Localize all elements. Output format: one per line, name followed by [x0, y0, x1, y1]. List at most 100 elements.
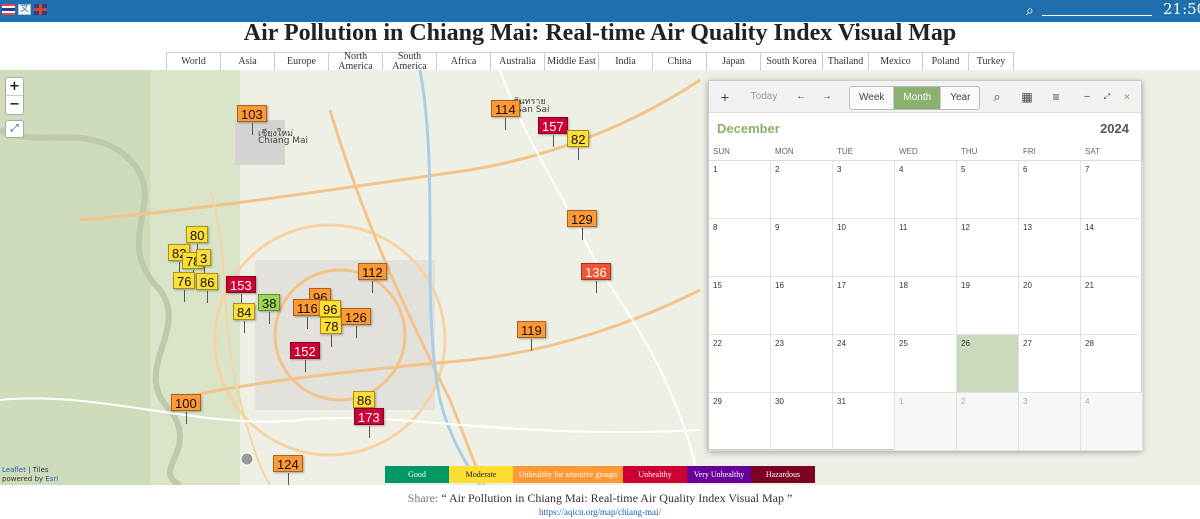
aqi-marker[interactable]: 78	[320, 317, 343, 347]
region-link-mexico[interactable]: Mexico	[868, 53, 922, 71]
search-icon[interactable]: ⌕	[1026, 3, 1034, 19]
today-button[interactable]: Today	[750, 91, 778, 102]
aqi-marker[interactable]: 157	[538, 117, 568, 147]
day-cell[interactable]: 23	[771, 335, 833, 392]
region-link-japan[interactable]: Japan	[706, 53, 760, 71]
view-month-button[interactable]: Month	[893, 87, 941, 109]
region-link-europe[interactable]: Europe	[274, 53, 328, 71]
prev-arrow-icon[interactable]: ←	[796, 91, 806, 102]
region-link-thailand[interactable]: Thailand	[822, 53, 868, 71]
region-link-poland[interactable]: Poland	[922, 53, 968, 71]
day-cell[interactable]: 9	[771, 219, 833, 276]
day-cell[interactable]: 30	[771, 393, 833, 450]
aqi-marker[interactable]: 129	[567, 210, 597, 240]
aqi-marker[interactable]: 173	[354, 408, 384, 438]
aqi-marker[interactable]: 126	[341, 308, 371, 338]
day-cell[interactable]: 27	[1019, 335, 1081, 392]
day-cell[interactable]: 20	[1019, 277, 1081, 334]
day-cell[interactable]: 29	[709, 393, 771, 450]
aqi-marker[interactable]: 124	[273, 455, 303, 485]
aqi-marker[interactable]: 112	[358, 263, 387, 293]
day-cell[interactable]: 4	[895, 161, 957, 218]
close-icon[interactable]: ✕	[1123, 92, 1131, 102]
search-icon[interactable]: ⌕	[993, 89, 1001, 104]
uk-flag-icon[interactable]	[34, 4, 47, 15]
aqi-marker[interactable]: 116	[293, 299, 322, 329]
share-text: “ Air Pollution in Chiang Mai: Real-time…	[441, 491, 793, 505]
day-cell[interactable]: 17	[833, 277, 895, 334]
day-cell[interactable]: 12	[957, 219, 1019, 276]
region-link-south-korea[interactable]: South Korea	[760, 53, 822, 71]
day-cell[interactable]: 18	[895, 277, 957, 334]
region-link-africa[interactable]: Africa	[436, 53, 490, 71]
day-cell[interactable]: 10	[833, 219, 895, 276]
aqi-marker[interactable]: 76	[173, 272, 196, 302]
region-link-south-america[interactable]: South America	[382, 52, 436, 72]
region-link-australia[interactable]: Australia	[490, 53, 544, 71]
aqi-marker[interactable]: 119	[517, 321, 546, 351]
day-cell[interactable]: 28	[1081, 335, 1143, 392]
esri-link[interactable]: Esri	[45, 475, 59, 483]
day-cell[interactable]: 31	[833, 393, 895, 450]
fullscreen-icon[interactable]: ⤢	[5, 120, 24, 138]
region-link-asia[interactable]: Asia	[220, 53, 274, 71]
day-cell[interactable]: 2	[771, 161, 833, 218]
day-cell[interactable]: 25	[895, 335, 957, 392]
day-cell[interactable]: 6	[1019, 161, 1081, 218]
day-cell-today[interactable]: 26	[957, 335, 1019, 392]
aqi-marker[interactable]: 100	[171, 394, 201, 424]
day-cell[interactable]: 22	[709, 335, 771, 392]
day-cell[interactable]: 8	[709, 219, 771, 276]
zoom-in-button[interactable]: +	[6, 78, 23, 96]
day-cell[interactable]: 21	[1081, 277, 1143, 334]
aqi-marker[interactable]: 3	[196, 249, 212, 279]
aqi-marker[interactable]: 38	[258, 294, 281, 324]
aqi-marker[interactable]: 96	[319, 300, 342, 330]
view-week-button[interactable]: Week	[850, 87, 894, 109]
aqi-marker[interactable]: 86	[196, 273, 219, 303]
region-link-china[interactable]: China	[652, 53, 706, 71]
day-cell[interactable]: 19	[957, 277, 1019, 334]
day-cell[interactable]: 11	[895, 219, 957, 276]
calendar-list-icon[interactable]: ▦	[1021, 90, 1033, 104]
day-cell[interactable]: 7	[1081, 161, 1143, 218]
region-link-middle-east[interactable]: Middle East	[544, 53, 598, 71]
day-cell[interactable]: 16	[771, 277, 833, 334]
day-cell[interactable]: 14	[1081, 219, 1143, 276]
search-input[interactable]	[1042, 15, 1152, 16]
next-arrow-icon[interactable]: →	[822, 91, 832, 102]
day-cell-next-month[interactable]: 3	[1019, 393, 1081, 450]
share-url-link[interactable]: https://aqicn.org/map/chiang-mai/	[538, 507, 662, 517]
thai-flag-icon[interactable]	[2, 4, 15, 15]
minimize-icon[interactable]: –	[1084, 91, 1090, 102]
aqi-marker[interactable]: 114	[491, 100, 520, 130]
day-cell-next-month[interactable]: 1	[895, 393, 957, 450]
region-link-north-america[interactable]: North America	[328, 52, 382, 72]
day-cell[interactable]: 24	[833, 335, 895, 392]
leaflet-link[interactable]: Leaflet	[2, 466, 26, 474]
view-year-button[interactable]: Year	[940, 87, 980, 109]
region-link-world[interactable]: World	[166, 53, 220, 71]
day-cell[interactable]: 1	[709, 161, 771, 218]
day-cell[interactable]: 5	[957, 161, 1019, 218]
aqi-marker[interactable]: 80	[186, 226, 209, 256]
translate-icon[interactable]: 文	[18, 4, 31, 15]
region-link-india[interactable]: India	[598, 53, 652, 71]
aqi-marker[interactable]: 103	[237, 105, 267, 135]
menu-icon[interactable]: ≡	[1052, 90, 1060, 104]
day-cell-next-month[interactable]: 4	[1081, 393, 1143, 450]
aqi-marker[interactable]: 84	[233, 303, 256, 333]
aqi-marker[interactable]: 136	[581, 263, 611, 293]
region-link-turkey[interactable]: Turkey	[968, 53, 1014, 71]
aqi-marker[interactable]: 82	[567, 130, 590, 160]
day-cell[interactable]: 15	[709, 277, 771, 334]
add-event-button[interactable]: +	[720, 89, 730, 105]
aqi-marker[interactable]: 153	[226, 276, 256, 306]
aqi-marker[interactable]: 152	[290, 342, 320, 372]
day-cell-next-month[interactable]: 2	[957, 393, 1019, 450]
day-cell[interactable]: 13	[1019, 219, 1081, 276]
zoom-out-button[interactable]: −	[9, 97, 20, 112]
maximize-icon[interactable]: ⤢	[1103, 92, 1111, 101]
day-cell[interactable]: 3	[833, 161, 895, 218]
aqi-marker[interactable]: 86	[353, 391, 376, 421]
